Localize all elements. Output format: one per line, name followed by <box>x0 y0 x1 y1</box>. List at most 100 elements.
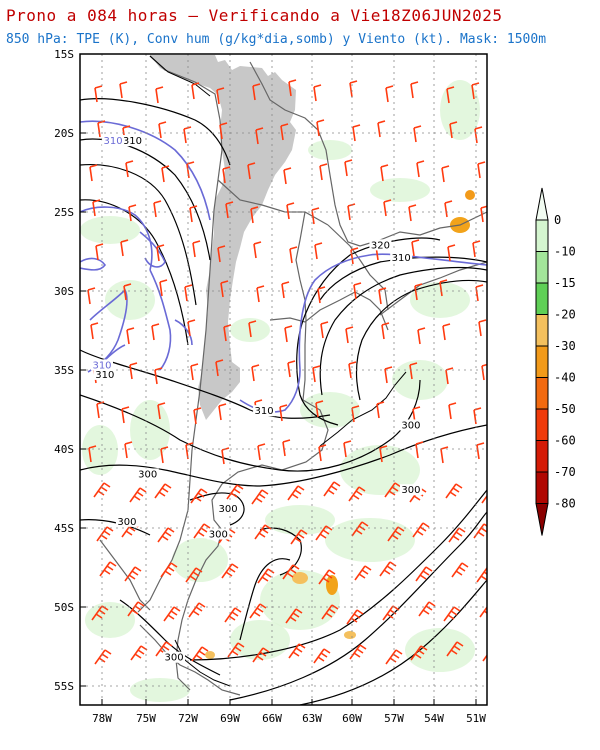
convergence-area <box>440 80 480 140</box>
colorbar-label: -30 <box>554 339 576 353</box>
colorbar-swatch <box>535 251 549 284</box>
wind-barb <box>120 239 129 257</box>
convergence-area <box>308 140 352 160</box>
wind-barb <box>481 494 487 504</box>
wind-barb <box>447 244 456 262</box>
convergence-area <box>80 216 140 244</box>
map-title: Prono a 084 horas – Verificando a Vie18Z… <box>6 6 503 25</box>
wind-barb <box>476 442 485 460</box>
wind-barb <box>253 241 262 259</box>
wind-barb <box>248 320 257 338</box>
wind-barb <box>315 525 333 541</box>
wind-barb <box>387 526 405 542</box>
wind-barb <box>128 204 137 222</box>
wind-barb <box>409 362 418 380</box>
wind-barb <box>313 648 331 664</box>
lon-label: 60W <box>342 712 362 725</box>
convergence-area <box>410 282 470 318</box>
wind-barb <box>280 123 289 141</box>
wind-barb <box>413 125 422 143</box>
wind-barb <box>354 565 372 581</box>
lat-label: 25S <box>54 206 74 219</box>
lat-label: 55S <box>54 680 74 693</box>
contour-label: 310 <box>92 360 111 371</box>
wind-barb <box>224 607 242 623</box>
wind-barb <box>158 121 167 139</box>
wind-barb <box>251 489 269 505</box>
contour-label-bg <box>115 515 138 527</box>
convergence-area <box>260 570 340 630</box>
wind-barb <box>279 404 288 422</box>
political-borders <box>99 55 487 696</box>
colorbar-swatch <box>535 314 549 347</box>
wind-barb <box>217 245 226 263</box>
wind-barb <box>254 524 272 540</box>
strong-convergence-area <box>326 575 338 595</box>
wind-barb <box>383 199 392 217</box>
wind-barb <box>481 363 487 381</box>
wind-barb <box>95 243 104 261</box>
contour-label: 310 <box>392 253 411 264</box>
wind-barb <box>446 641 464 657</box>
lon-label: 75W <box>136 712 156 725</box>
wind-barb <box>125 160 134 178</box>
wind-barb <box>155 86 164 104</box>
wind-barb <box>410 81 419 99</box>
wind-barb <box>189 205 198 223</box>
lon-label: 54W <box>424 712 444 725</box>
lat-lon-grid <box>80 54 487 705</box>
wind-barb <box>323 481 341 497</box>
wind-barb <box>183 126 192 144</box>
wind-barb <box>349 644 367 660</box>
wind-barb <box>287 485 305 501</box>
contour-label-bg <box>121 135 144 147</box>
wind-barb <box>156 244 165 262</box>
wind-barb <box>220 280 229 298</box>
wind-barb <box>151 323 160 341</box>
wind-barb <box>379 561 397 577</box>
contour-label: 300 <box>138 469 157 480</box>
contour-label-bg <box>163 651 186 663</box>
wind-barb <box>474 126 483 144</box>
wind-barb <box>320 321 329 339</box>
contour-label: 310 <box>123 136 142 147</box>
wind-barb <box>99 561 117 577</box>
wind-barb <box>89 164 98 182</box>
colorbar-swatch <box>535 377 549 410</box>
wind-barb <box>126 327 135 345</box>
wind-barb <box>191 82 200 100</box>
wind-barb <box>185 567 203 583</box>
contour-label: 320 <box>371 240 390 251</box>
wind-barbs <box>87 79 487 665</box>
wind-barb <box>479 605 487 618</box>
contour-label: 300 <box>219 504 238 515</box>
wind-barb <box>414 283 423 301</box>
wind-barb <box>159 279 168 297</box>
contour-labels: 3103103203103103103103003003003003003003… <box>91 135 422 664</box>
wind-barb <box>289 246 298 264</box>
wind-barb <box>381 322 390 340</box>
wind-barb <box>415 441 424 459</box>
wind-barb <box>282 564 300 580</box>
wind-barb <box>257 568 275 584</box>
colorbar-label: -70 <box>554 465 576 479</box>
wind-barb <box>284 325 293 343</box>
wind-barb <box>222 166 231 184</box>
wind-barb <box>119 81 128 99</box>
wind-barb <box>344 159 353 177</box>
wind-barb <box>192 240 201 258</box>
wind-barb <box>346 609 364 625</box>
wind-barb <box>193 407 202 425</box>
wind-barb <box>221 563 239 579</box>
latitude-labels: 15S 20S 25S 30S 35S 40S 45S 50S 55S <box>54 48 74 693</box>
wind-barb <box>287 360 296 378</box>
wind-barb <box>288 79 297 97</box>
wind-barb <box>351 405 360 423</box>
colorbar-label: -10 <box>554 245 576 259</box>
colorbar-label: -60 <box>554 434 576 448</box>
lat-label: 45S <box>54 522 74 535</box>
wind-barb <box>129 362 138 380</box>
wind-barb <box>160 562 178 578</box>
lon-label: 51W <box>466 712 486 725</box>
wind-barb <box>445 483 463 499</box>
